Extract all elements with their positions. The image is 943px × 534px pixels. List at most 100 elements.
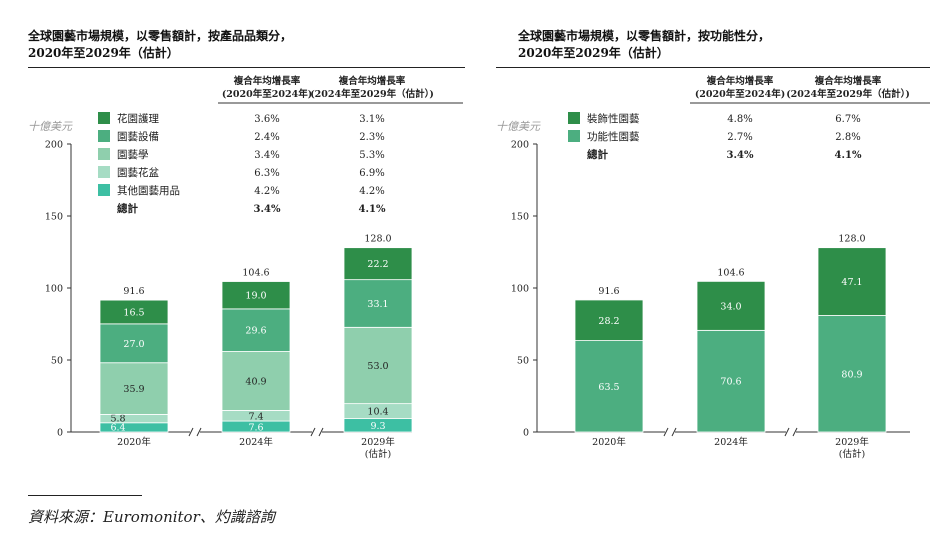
cagr-header-period: (2020年至2024年): [222, 88, 312, 100]
cagr-value: 4.8%: [727, 114, 752, 125]
title-rule: [496, 67, 930, 68]
legend-label: 園藝花盆: [117, 166, 159, 179]
bar-total-label: 104.6: [242, 268, 269, 279]
bar-segment: [343, 279, 413, 328]
cagr-total-value: 3.4%: [727, 150, 754, 161]
chart-title-line-2: 2020年至2029年（估計）: [518, 46, 669, 60]
bar-value-label: 80.9: [841, 369, 862, 380]
cagr-total-value: 4.1%: [835, 150, 862, 161]
y-tick-label: 150: [45, 212, 63, 223]
legend-total-label: 總計: [587, 148, 608, 161]
bar-value-label: 53.0: [367, 361, 388, 372]
cagr-total-value: 4.1%: [359, 204, 386, 215]
cagr-header-title: 複合年均增長率: [814, 75, 882, 87]
x-tick-label: 2020年: [592, 436, 626, 448]
bar-value-label: 63.5: [598, 382, 619, 393]
axis-break-gap: [312, 427, 322, 437]
legend-total-label: 總計: [117, 202, 138, 215]
bar-value-label: 28.2: [598, 316, 619, 327]
bar-segment: [221, 308, 291, 352]
bar-segment: [343, 247, 413, 281]
bar-value-label: 34.0: [720, 301, 741, 312]
x-tick-sublabel: (估計): [365, 448, 391, 460]
cagr-value: 2.4%: [254, 132, 279, 143]
legend-label: 裝飾性園藝: [587, 112, 640, 125]
bar-value-label: 7.6: [248, 423, 263, 434]
bar-segment: [343, 326, 413, 405]
bar-value-label: 29.6: [245, 326, 266, 337]
y-axis-unit-label: 十億美元: [28, 120, 73, 133]
x-tick-label: 2020年: [117, 436, 151, 448]
y-tick-label: 50: [51, 356, 63, 367]
bar-segment: [99, 299, 169, 325]
bar-segment: [817, 247, 887, 316]
y-axis-unit-label: 十億美元: [496, 120, 541, 133]
y-tick-label: 0: [523, 428, 529, 439]
bar-segment: [574, 299, 644, 341]
x-tick-label: 2029年: [835, 436, 869, 448]
source-rule: [28, 495, 142, 496]
legend-label: 花園護理: [117, 112, 159, 125]
y-tick-label: 100: [45, 284, 63, 295]
bar-value-label: 10.4: [367, 407, 388, 418]
bar-segment: [99, 323, 169, 364]
chart-panel-by-function: 全球園藝市場規模，以零售額計，按功能性分， 2020年至2029年（估計） 複合…: [490, 0, 943, 480]
x-tick-label: 2024年: [239, 436, 273, 448]
axis-break-mark: [196, 427, 202, 437]
bar-value-label: 19.0: [245, 291, 266, 302]
bar-total-label: 128.0: [838, 234, 865, 245]
cagr-value: 2.7%: [727, 132, 752, 143]
y-tick-label: 100: [511, 284, 529, 295]
chart-title-line-1: 全球園藝市場規模，以零售額計，按產品品類分，: [28, 29, 293, 43]
bar-segment: [574, 340, 644, 433]
y-tick-label: 200: [45, 140, 63, 151]
y-tick-label: 200: [511, 140, 529, 151]
bar-value-label: 6.4: [110, 423, 125, 434]
cagr-total-value: 3.4%: [254, 204, 281, 215]
cagr-value: 3.4%: [254, 150, 279, 161]
legend-swatch: [98, 130, 110, 142]
legend-swatch: [98, 166, 110, 178]
chart-panel-by-product: 全球園藝市場規模，以零售額計，按產品品類分， 2020年至2029年（估計） 複…: [0, 0, 475, 480]
cagr-value: 4.2%: [254, 186, 279, 197]
legend-label: 其他園藝用品: [117, 184, 180, 197]
legend-label: 功能性園藝: [587, 130, 640, 143]
bar-value-label: 70.6: [720, 377, 741, 388]
y-tick-label: 0: [57, 428, 63, 439]
x-tick-label: 2029年: [361, 436, 395, 448]
bar-segment: [221, 281, 291, 310]
cagr-value: 3.6%: [254, 114, 279, 125]
bar-segment: [696, 329, 766, 433]
cagr-value: 6.9%: [359, 168, 384, 179]
axis-break-mark: [188, 427, 194, 437]
cagr-header-period: (2020年至2024年): [695, 88, 785, 100]
bar-value-label: 22.2: [367, 259, 388, 270]
axis-break-mark: [784, 427, 790, 437]
bar-value-label: 35.9: [123, 384, 144, 395]
axis-break-mark: [792, 427, 798, 437]
cagr-header-period: (2024年至2029年（估計）): [310, 88, 434, 100]
chart-title-line-1: 全球園藝市場規模，以零售額計，按功能性分，: [518, 29, 771, 43]
legend-swatch: [98, 148, 110, 160]
bar-total-label: 91.6: [598, 286, 619, 297]
cagr-value: 2.8%: [835, 132, 860, 143]
bar-value-label: 16.5: [123, 307, 144, 318]
bar-segment: [696, 280, 766, 331]
legend-swatch: [98, 184, 110, 196]
cagr-value: 4.2%: [359, 186, 384, 197]
bar-total-label: 128.0: [364, 234, 391, 245]
bar-value-label: 40.9: [245, 376, 266, 387]
cagr-header-title: 複合年均增長率: [338, 75, 406, 87]
cagr-header-title: 複合年均增長率: [233, 75, 301, 87]
chart-title-line-2: 2020年至2029年（估計）: [28, 46, 179, 60]
bar-value-label: 47.1: [841, 277, 862, 288]
y-tick-label: 50: [517, 356, 529, 367]
cagr-header-period: (2024年至2029年（估計）): [786, 88, 910, 100]
axis-break-gap: [665, 427, 675, 437]
stacked-bar-chart-by-product: 複合年均增長率(2020年至2024年)複合年均增長率(2024年至2029年（…: [28, 75, 463, 460]
legend-swatch: [98, 112, 110, 124]
axis-break-mark: [663, 427, 669, 437]
cagr-value: 6.3%: [254, 168, 279, 179]
y-tick-label: 150: [511, 212, 529, 223]
title-rule: [28, 67, 465, 68]
